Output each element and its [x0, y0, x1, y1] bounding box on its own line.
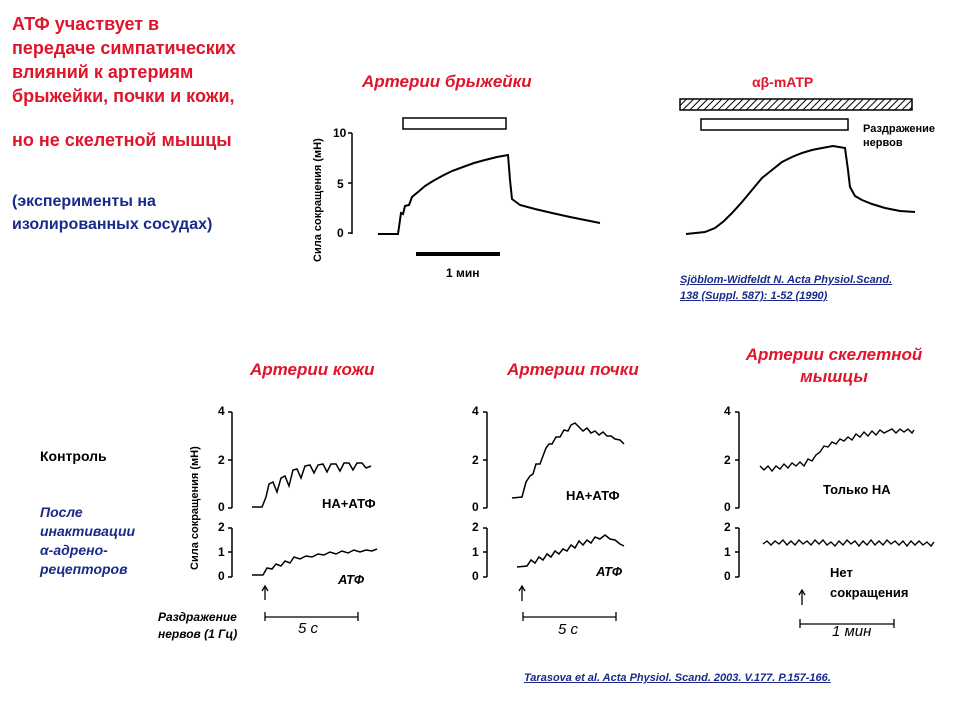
- skin-tick-0b: 0: [218, 569, 225, 583]
- matp-trace: [685, 144, 916, 235]
- stim-label-line-1: Раздражение: [158, 610, 237, 624]
- muscle-title: Артерии скелетной мышцы: [734, 344, 934, 388]
- kidney-tick-2b: 2: [472, 520, 479, 534]
- top-tick-0: 0: [337, 226, 344, 240]
- citation-top-line-1: Sjöblom-Widfeldt N. Acta Physiol.Scand.: [680, 274, 893, 286]
- kidney-lower-label: АТФ: [596, 564, 622, 579]
- kidney-panel: [483, 411, 625, 621]
- stimulus-bar: [402, 117, 507, 130]
- skin-tick-2: 2: [218, 453, 225, 467]
- mesentery-trace: [378, 153, 601, 235]
- muscle-upper-label: Только НА: [823, 482, 891, 497]
- kidney-upper-label: НА+АТФ: [566, 488, 620, 503]
- scale-muscle-label: 1 мин: [832, 623, 872, 640]
- mesentery-title: Артерии брыжейки: [362, 72, 532, 91]
- skin-title: Артерии кожи: [250, 360, 375, 379]
- kidney-tick-1b: 1: [472, 545, 479, 559]
- skin-panel: [228, 411, 378, 621]
- title-line-4: брыжейки, почки и кожи,: [12, 86, 235, 106]
- muscle-tick-2: 2: [724, 453, 731, 467]
- kidney-tick-0: 0: [472, 500, 479, 514]
- stim-label: Раздражение нервов (1 Гц): [158, 609, 237, 643]
- skin-tick-0: 0: [218, 500, 225, 514]
- matp-stimulus-bar: [700, 118, 849, 131]
- muscle-lower-trace: [762, 538, 935, 548]
- muscle-title-line-1: Артерии скелетной: [745, 345, 923, 364]
- nerve-stim-line-1: Раздражение: [863, 123, 936, 135]
- skin-tick-1b: 1: [218, 545, 225, 559]
- skin-upper-trace: [252, 462, 372, 508]
- row-after-line-4: рецепторов: [40, 561, 128, 577]
- matp-panel: [679, 98, 916, 235]
- muscle-upper-trace: [759, 428, 915, 473]
- skin-upper-label: НА+АТФ: [322, 496, 376, 511]
- mesentery-panel: [348, 117, 601, 256]
- experiment-note: (эксперименты на изолированных сосудах): [12, 190, 302, 236]
- muscle-tick-0b: 0: [724, 569, 731, 583]
- time-scale-label: 1 мин: [446, 266, 480, 280]
- page-title: АТФ участвует в передаче симпатических в…: [12, 12, 302, 152]
- top-tick-5: 5: [337, 177, 344, 191]
- row-after-line-1: После: [40, 504, 83, 520]
- experiment-note-line-2: изолированных сосудах): [12, 216, 213, 233]
- skin-tick-2b: 2: [218, 520, 225, 534]
- row-after-line-2: инактивации: [40, 523, 136, 539]
- stim-label-line-2: нервов (1 Гц): [158, 627, 238, 641]
- scale-kidney-label: 5 с: [558, 621, 579, 638]
- muscle-lower-line-2: сокращения: [830, 585, 909, 600]
- title-line-5: но не скелетной мышцы: [12, 130, 232, 150]
- skin-lower-label: АТФ: [338, 572, 364, 587]
- muscle-tick-1b: 1: [724, 545, 731, 559]
- muscle-lower-line-1: Нет: [830, 565, 853, 580]
- skin-lower-trace: [252, 548, 378, 576]
- muscle-lower-label: Нет сокращения: [830, 563, 908, 603]
- muscle-tick-0: 0: [724, 500, 731, 514]
- muscle-tick-2b: 2: [724, 520, 731, 534]
- nerve-stim-line-2: нервов: [863, 137, 903, 149]
- top-tick-10: 10: [333, 126, 347, 140]
- row-label-after: После инактивации α-адрено- рецепторов: [40, 503, 135, 579]
- kidney-tick-2: 2: [472, 453, 479, 467]
- title-line-2: передаче симпатических: [12, 38, 236, 58]
- kidney-upper-trace: [511, 422, 625, 499]
- citation-top: Sjöblom-Widfeldt N. Acta Physiol.Scand. …: [680, 272, 892, 304]
- experiment-note-line-1: (эксперименты на: [12, 193, 156, 210]
- matp-hatched-bar: [679, 98, 913, 111]
- citation-bottom: Tarasova et al. Acta Physiol. Scand. 200…: [524, 672, 831, 684]
- nerve-stim-label: Раздражение нервов: [863, 122, 935, 150]
- kidney-lower-trace: [516, 534, 625, 568]
- kidney-tick-0b: 0: [472, 569, 479, 583]
- kidney-tick-4: 4: [472, 404, 479, 418]
- title-line-3: влияний к артериям: [12, 62, 194, 82]
- citation-top-line-2: 138 (Suppl. 587): 1-52 (1990): [680, 290, 828, 302]
- kidney-title: Артерии почки: [507, 360, 639, 379]
- row-after-line-3: α-адрено-: [40, 542, 108, 558]
- muscle-panel: [735, 411, 935, 628]
- row-label-control: Контроль: [40, 448, 107, 464]
- title-line-1: АТФ участвует в: [12, 14, 160, 34]
- ab-matp-label: αβ-mATP: [752, 74, 814, 90]
- skin-tick-4: 4: [218, 404, 225, 418]
- muscle-tick-4: 4: [724, 404, 731, 418]
- muscle-title-line-2: мышцы: [800, 367, 868, 386]
- scale-skin-label: 5 с: [298, 620, 319, 637]
